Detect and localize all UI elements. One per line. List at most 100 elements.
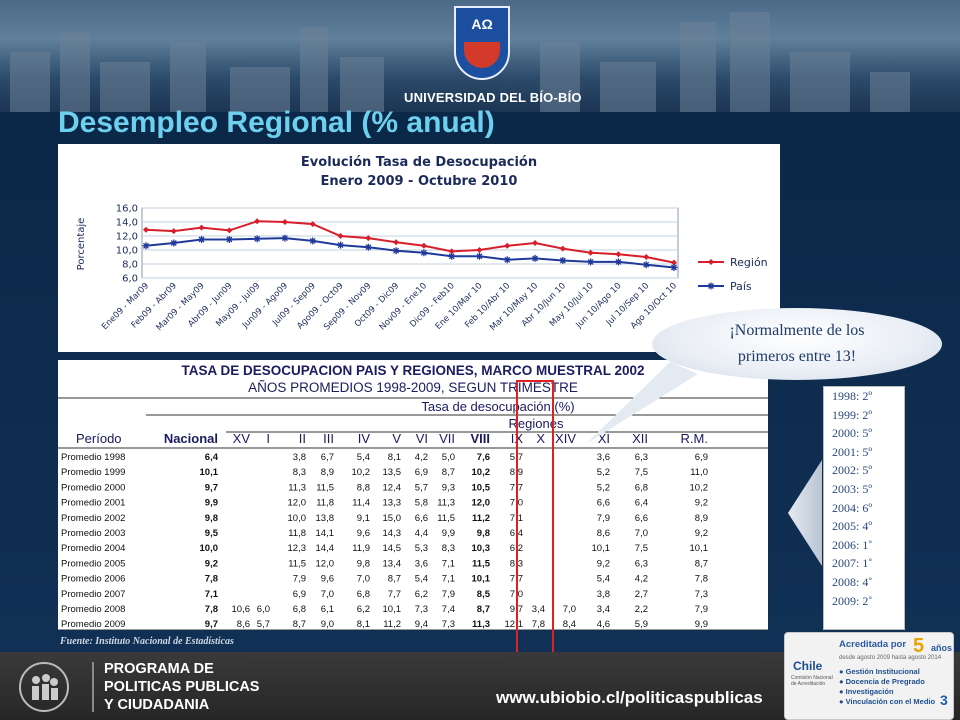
table-cell: 6,4 xyxy=(635,498,648,509)
table-cell: 6,1 xyxy=(321,604,334,615)
table-cell: 15,0 xyxy=(383,513,402,524)
table-cell: 7,4 xyxy=(442,604,455,615)
table-cell: 9,5 xyxy=(205,528,219,539)
table-column-header: II xyxy=(299,431,306,446)
data-point xyxy=(559,245,566,252)
ranking-item: 2008: 4˚ xyxy=(832,574,873,589)
table-cell: 8,7 xyxy=(442,467,455,478)
data-point xyxy=(504,242,511,249)
table-cell: 11,0 xyxy=(690,467,708,478)
table-cell: 7,0 xyxy=(321,589,334,600)
table-column-header: XV xyxy=(233,431,251,446)
ranking-item: 2006: 1˚ xyxy=(832,537,873,552)
table-cell: 4,2 xyxy=(635,574,648,585)
table-column-header: Nacional xyxy=(164,431,218,446)
table-cell: 12,4 xyxy=(383,482,402,493)
table-cell: 10,1 xyxy=(200,467,219,478)
table-cell: 7,8 xyxy=(205,604,218,615)
table-cell: 9,2 xyxy=(597,558,610,569)
table-cell: 8,7 xyxy=(477,604,490,615)
data-point xyxy=(364,243,372,251)
table-row-label: Promedio 2002 xyxy=(61,513,125,524)
table-cell: 3,8 xyxy=(293,452,306,463)
legend-label: Región xyxy=(730,256,768,269)
data-point xyxy=(559,257,567,264)
table-cell: 9,8 xyxy=(205,513,218,524)
program-line-2: POLITICAS PUBLICAS xyxy=(104,679,260,695)
table-cell: 10,2 xyxy=(472,467,491,478)
table-cell: 5,7 xyxy=(257,619,270,630)
table-cell: 3,4 xyxy=(532,604,545,615)
data-point xyxy=(393,239,400,246)
table-cell: 6,8 xyxy=(293,604,306,615)
source-note: Fuente: Instituto Nacional de Estadístic… xyxy=(60,636,234,647)
table-column-header: XII xyxy=(632,431,648,446)
website-link[interactable]: www.ubiobio.cl/politicaspublicas xyxy=(496,688,763,707)
chart-panel: Evolución Tasa de Desocupación Enero 200… xyxy=(58,144,780,352)
table-cell: 9,7 xyxy=(205,482,218,493)
table-cell: 7,9 xyxy=(293,574,306,585)
series-line-1 xyxy=(145,237,675,269)
table-cell: 8,1 xyxy=(388,452,401,463)
page-number: 3 xyxy=(940,692,948,708)
table-cell: 5,9 xyxy=(635,619,648,630)
y-tick-label: 14,0 xyxy=(116,218,138,229)
table-cell: 8,7 xyxy=(388,574,401,585)
table-cell: 7,1 xyxy=(205,589,219,600)
region-viii-highlight xyxy=(516,380,554,658)
program-name: PROGRAMA DE POLITICAS PUBLICAS Y CIUDADA… xyxy=(104,660,259,714)
table-row-label: Promedio 2006 xyxy=(61,574,125,585)
ranking-item: 2007: 1˚ xyxy=(832,556,873,571)
table-cell: 7,5 xyxy=(635,467,648,478)
table-cell: 9,6 xyxy=(321,574,334,585)
data-point xyxy=(475,252,483,260)
table-cell: 9,9 xyxy=(695,619,708,630)
table-column-header: R.M. xyxy=(681,431,708,446)
callout-bubble: ¡Normalmente de los primeros entre 13! xyxy=(652,308,942,380)
table-cell: 12,1 xyxy=(505,619,524,630)
table-cell: 11,5 xyxy=(472,558,491,569)
badge-accredited: Acreditada por xyxy=(839,639,907,650)
program-line-3: Y CIUDADANIA xyxy=(104,697,210,713)
y-tick-label: 8,0 xyxy=(122,260,138,271)
table-cell: 7,9 xyxy=(597,513,610,524)
table-cell: 11,3 xyxy=(288,482,306,493)
program-logo-icon xyxy=(19,662,69,712)
table-cell: 9,8 xyxy=(477,528,490,539)
table-cell: 7,9 xyxy=(442,589,455,600)
table-cell: 7,8 xyxy=(205,574,218,585)
table-cell: 10,5 xyxy=(472,482,491,493)
table-cell: 4,6 xyxy=(597,619,610,630)
table-cell: 7,8 xyxy=(532,619,545,630)
data-point xyxy=(420,249,428,257)
table-cell: 10,1 xyxy=(690,543,709,554)
chart-subtitle: Enero 2009 - Octubre 2010 xyxy=(321,174,518,189)
table-cell: 13,4 xyxy=(383,558,402,569)
table-cell: 9,4 xyxy=(415,619,428,630)
table-cell: 5,4 xyxy=(597,574,610,585)
data-point xyxy=(170,239,178,247)
series-line-0 xyxy=(145,220,675,264)
table-row-label: Promedio 1998 xyxy=(61,452,125,463)
table-title: TASA DE DESOCUPACION PAIS Y REGIONES, MA… xyxy=(181,363,644,378)
table-cell: 13,5 xyxy=(383,467,402,478)
table-cell: 6,3 xyxy=(635,558,648,569)
table-cell: 11,8 xyxy=(288,528,306,539)
y-tick-label: 10,0 xyxy=(116,246,138,257)
table-cell: 11,3 xyxy=(472,619,490,630)
table-cell: 8,6 xyxy=(597,528,610,539)
table-cell: 9,3 xyxy=(442,482,455,493)
table-cell: 7,5 xyxy=(635,543,648,554)
table-cell: 8,3 xyxy=(442,543,455,554)
table-cell: 7,1 xyxy=(442,574,455,585)
table-subtitle: AÑOS PROMEDIOS 1998-2009, SEGUN TRIMESTR… xyxy=(248,380,578,395)
y-tick-label: 12,0 xyxy=(116,232,138,243)
table-cell: 7,0 xyxy=(357,574,370,585)
data-point xyxy=(365,235,372,242)
table-cell: 9,6 xyxy=(357,528,370,539)
table-cell: 4,4 xyxy=(415,528,428,539)
table-cell: 5,3 xyxy=(415,543,428,554)
ranking-item: 2002: 5º xyxy=(832,463,873,478)
ranking-item: 2003: 5º xyxy=(832,481,873,496)
table-column-header: XIV xyxy=(555,431,576,446)
